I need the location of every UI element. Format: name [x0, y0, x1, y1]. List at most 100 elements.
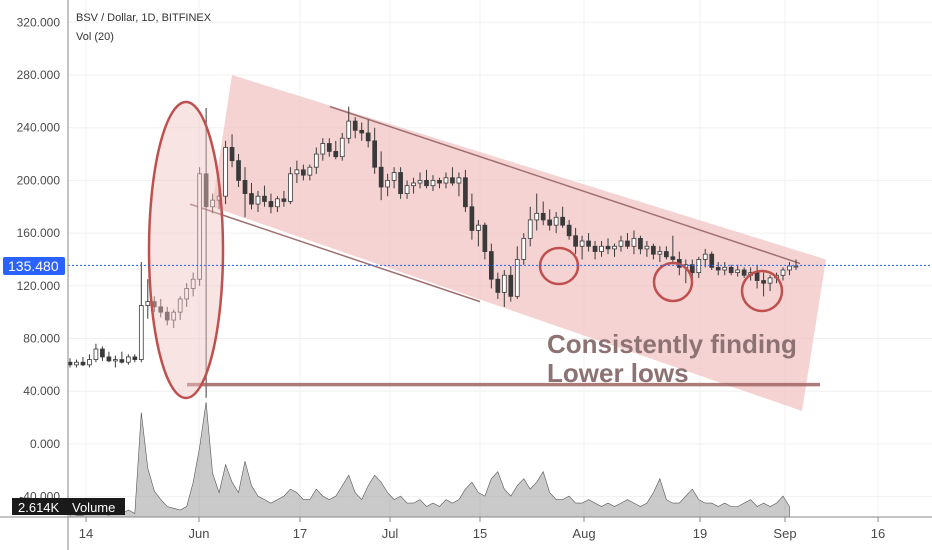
candle-body: [689, 264, 695, 274]
x-tick-label: 19: [693, 526, 707, 541]
candle-body: [223, 147, 228, 197]
candle-body: [618, 240, 624, 247]
candle-body: [443, 177, 449, 184]
lower-low-circle: [652, 261, 694, 303]
volume-series: [69, 401, 790, 518]
candle-body: [93, 348, 99, 360]
candle-body: [612, 245, 617, 250]
candle-body: [352, 120, 358, 131]
candle-body: [605, 245, 611, 250]
y-tick-label: 160.000: [17, 226, 61, 240]
candle-body: [411, 182, 416, 187]
candle-body: [592, 245, 598, 252]
candle-body: [255, 195, 261, 205]
descending-channel: [189, 75, 826, 411]
candle-body: [469, 206, 475, 231]
y-axis[interactable]: 320.000 280.000 240.000 200.000 160.000 120.0…: [17, 0, 69, 550]
candle-body: [437, 179, 442, 184]
candle-body: [249, 193, 254, 205]
annotation-line-1: Consistently finding: [547, 329, 797, 359]
candle-body: [501, 274, 507, 293]
channel-band: [212, 75, 826, 411]
candle-body: [514, 259, 520, 297]
candle-body: [430, 179, 436, 187]
candle-body: [787, 265, 792, 271]
candle-body: [385, 179, 390, 188]
candle-body: [644, 245, 650, 250]
candle-body: [365, 132, 371, 142]
candle-body: [527, 219, 533, 239]
candle-body: [326, 143, 332, 152]
candle-body: [631, 237, 637, 247]
candle-body: [702, 253, 708, 260]
candle-body: [463, 177, 468, 208]
candle-body: [275, 198, 280, 208]
candle-body: [754, 272, 760, 281]
candle-body: [184, 288, 190, 300]
candle-body: [482, 224, 488, 252]
candle-body: [391, 172, 397, 181]
candle-body: [106, 356, 112, 362]
candle-body: [197, 173, 202, 280]
y-tick-label: 280.000: [17, 68, 61, 82]
candle-body: [566, 224, 572, 237]
y-tick-label: 40.000: [23, 384, 60, 398]
volume-badge-bg: [12, 498, 125, 515]
candle-body: [138, 305, 144, 360]
candle-body: [359, 129, 365, 134]
candle-body: [262, 195, 267, 202]
candle-body: [242, 179, 248, 194]
candle-body: [132, 356, 138, 360]
candle-body: [333, 151, 339, 158]
candle-body: [190, 278, 196, 289]
candle-body: [553, 216, 559, 226]
candle-body: [540, 212, 546, 221]
candle-body: [579, 240, 585, 247]
candle-body: [281, 198, 287, 202]
candle-body: [229, 147, 235, 162]
candle-body: [599, 245, 604, 252]
candle-body: [767, 277, 773, 284]
candle-body: [210, 199, 215, 208]
candle-body: [573, 235, 578, 247]
candle-body: [534, 212, 540, 221]
price-badge: 135.480: [8, 258, 59, 274]
candle-body: [761, 280, 766, 284]
candle-body: [80, 361, 86, 366]
x-tick-label: Jun: [189, 526, 210, 541]
candle-body: [177, 298, 183, 313]
candle-body: [547, 219, 553, 226]
candle-body: [780, 269, 786, 276]
y-tick-label: 0.000: [30, 437, 60, 451]
x-tick-label: 15: [473, 526, 487, 541]
lower-low-circle: [538, 246, 580, 286]
candle-body: [294, 169, 300, 175]
x-tick-label: 14: [79, 526, 93, 541]
candle-body: [625, 240, 630, 247]
candle-body: [456, 177, 462, 184]
volume-badge-label: Volume: [72, 500, 115, 515]
candle-body: [346, 120, 352, 139]
candle-body: [715, 266, 721, 271]
spike-highlight-ellipse: [147, 100, 225, 400]
candle-body: [722, 266, 728, 271]
volume-indicator-label: Vol (20): [76, 31, 114, 43]
candle-body: [158, 306, 164, 313]
candle-body: [236, 160, 241, 181]
candle-body: [100, 348, 105, 358]
candle-body: [145, 301, 151, 306]
candle-body: [476, 224, 481, 231]
x-axis[interactable]: 14 Jun 17 Jul 15 Aug 19 Sep 16: [0, 516, 932, 541]
x-tick-label: 17: [293, 526, 307, 541]
candle-body: [125, 356, 131, 363]
candle-body: [164, 311, 170, 321]
lower-low-circle: [740, 269, 784, 313]
candle-body: [87, 359, 92, 366]
x-tick-label: Sep: [773, 526, 796, 541]
x-tick-label: 16: [871, 526, 885, 541]
candle-body: [67, 361, 73, 366]
candle-body: [728, 266, 734, 274]
y-tick-label: 120.000: [17, 279, 61, 293]
